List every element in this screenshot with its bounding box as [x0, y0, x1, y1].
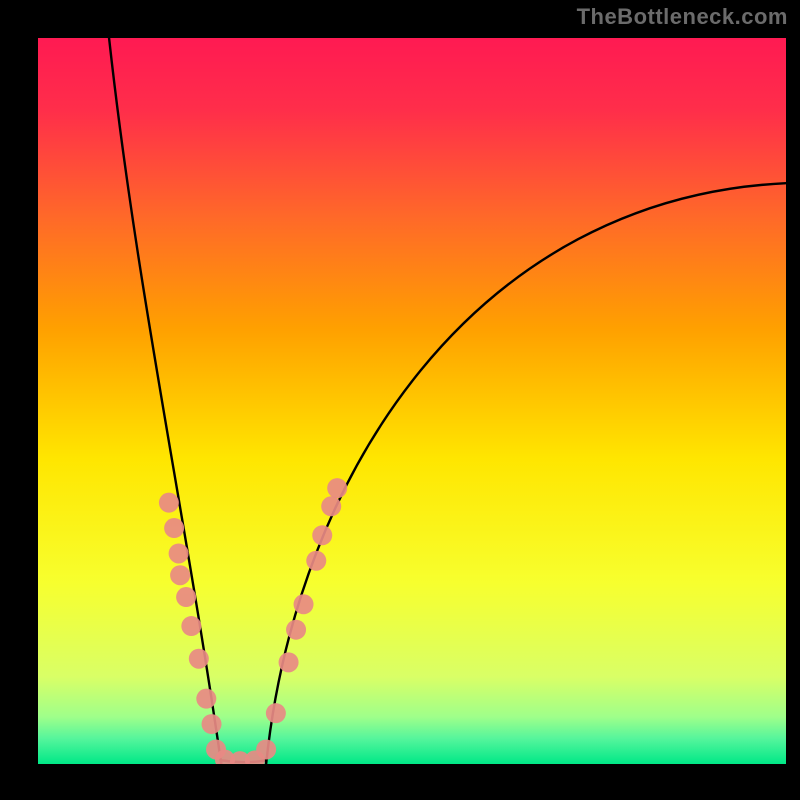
- scatter-point: [266, 703, 286, 723]
- scatter-point: [196, 689, 216, 709]
- scatter-point: [286, 620, 306, 640]
- chart-svg: [0, 0, 800, 800]
- scatter-point: [312, 525, 332, 545]
- scatter-point: [294, 594, 314, 614]
- watermark-text: TheBottleneck.com: [577, 4, 788, 30]
- scatter-point: [256, 739, 276, 759]
- scatter-point: [321, 496, 341, 516]
- plot-area: [38, 38, 786, 764]
- chart-container: TheBottleneck.com: [0, 0, 800, 800]
- scatter-point: [189, 649, 209, 669]
- scatter-point: [169, 543, 189, 563]
- scatter-point: [164, 518, 184, 538]
- scatter-point: [170, 565, 190, 585]
- scatter-point: [202, 714, 222, 734]
- scatter-point: [181, 616, 201, 636]
- scatter-point: [327, 478, 347, 498]
- scatter-point: [279, 652, 299, 672]
- scatter-point: [306, 551, 326, 571]
- scatter-point: [159, 493, 179, 513]
- scatter-point: [176, 587, 196, 607]
